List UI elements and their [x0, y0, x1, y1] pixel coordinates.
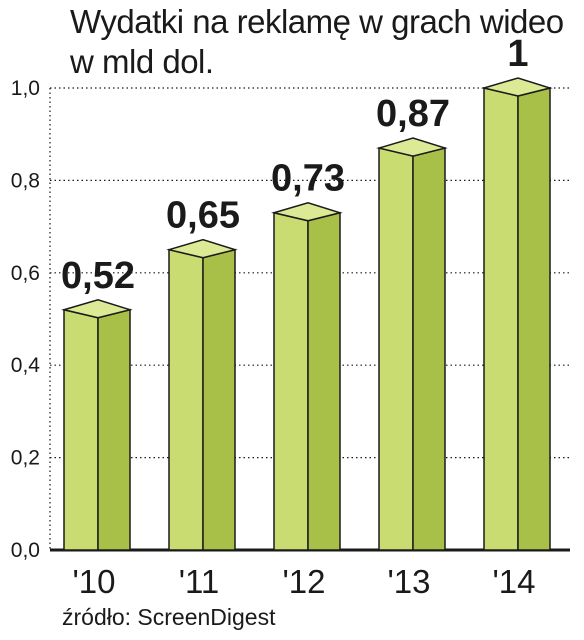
x-axis: '10 '11 '12 '13 '14: [72, 563, 535, 600]
bar-side-face: [517, 87, 551, 551]
bar-side-face: [202, 248, 236, 551]
bar-side-face: [412, 147, 446, 551]
bar-front-face: [483, 87, 519, 551]
y-tick-label: 0,0: [11, 539, 40, 562]
chart-title-main: Wydatki na reklamę w grach wideo: [70, 3, 564, 40]
y-tick-label: 0,2: [11, 447, 40, 470]
y-tick-label: 0,6: [11, 262, 40, 285]
chart-subtitle: w mld dol.: [70, 43, 214, 80]
bar-front-face: [63, 308, 99, 551]
bar: [376, 137, 448, 551]
bar-front-face: [168, 248, 204, 551]
x-tick-label: '10: [72, 563, 115, 600]
bars: 0,52 0,65 0,73 0,87 1: [61, 33, 553, 551]
data-label: 1: [507, 33, 528, 75]
data-label: 0,73: [271, 158, 345, 200]
bar-top-face: [271, 201, 343, 222]
bar-top-face: [481, 77, 553, 97]
y-tick-label: 0,4: [11, 354, 41, 377]
bar-side-face: [97, 308, 131, 551]
x-tick-label: '12: [282, 563, 325, 600]
data-label: 0,65: [166, 195, 240, 237]
chart-title: Wydatki na reklamę w grach wideo w mld d…: [70, 2, 564, 82]
y-tick-label: 0,8: [11, 169, 40, 192]
bar: [61, 298, 133, 551]
bar-top-face: [61, 298, 133, 319]
bar: [271, 201, 343, 551]
bar: [481, 77, 553, 551]
x-tick-label: '13: [387, 563, 430, 600]
bar: [166, 238, 238, 551]
bar-front-face: [378, 147, 414, 551]
bar-top-face: [376, 137, 448, 157]
x-tick-label: '14: [492, 563, 535, 600]
data-label: 0,52: [61, 255, 135, 297]
bar-front-face: [273, 211, 309, 551]
y-axis: 0,0 0,2 0,4 0,6 0,8 1,0: [11, 77, 41, 562]
bar-side-face: [307, 211, 341, 551]
y-tick-label: 1,0: [11, 77, 40, 100]
x-tick-label: '11: [179, 563, 220, 600]
source-note: źródło: ScreenDigest: [62, 604, 276, 630]
bar-top-face: [166, 238, 238, 259]
data-label: 0,87: [376, 93, 450, 135]
